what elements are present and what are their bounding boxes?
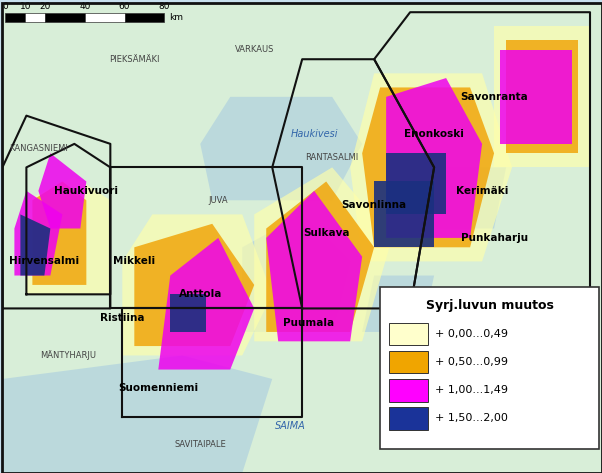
Text: Haukivesi: Haukivesi <box>290 130 338 140</box>
Polygon shape <box>422 167 506 228</box>
Text: Sulkava: Sulkava <box>303 228 349 238</box>
Polygon shape <box>200 97 362 200</box>
Polygon shape <box>500 50 572 144</box>
Text: 80: 80 <box>158 2 170 11</box>
Polygon shape <box>374 182 434 247</box>
Text: Savonlinna: Savonlinna <box>341 200 407 210</box>
Text: Suomenniemi: Suomenniemi <box>118 383 199 394</box>
Text: Kerimäki: Kerimäki <box>456 186 508 196</box>
Text: Anttola: Anttola <box>179 289 222 299</box>
Text: km: km <box>169 13 183 22</box>
Text: Puumala: Puumala <box>282 317 334 327</box>
Bar <box>85 13 125 22</box>
Bar <box>5 13 25 22</box>
Polygon shape <box>170 294 206 332</box>
Polygon shape <box>158 238 254 369</box>
Text: Mikkeli: Mikkeli <box>113 256 155 266</box>
Text: PIEKSÄMÄKI: PIEKSÄMÄKI <box>109 55 160 64</box>
Text: SAVITAIPALE: SAVITAIPALE <box>175 440 226 449</box>
Polygon shape <box>122 214 272 355</box>
Text: JUVA: JUVA <box>208 196 228 205</box>
Text: Ristiina: Ristiina <box>100 313 144 323</box>
Bar <box>389 351 428 373</box>
Bar <box>389 407 428 430</box>
Polygon shape <box>350 73 512 262</box>
Polygon shape <box>14 191 63 275</box>
Polygon shape <box>2 355 272 473</box>
Text: MÄNTYHARJU: MÄNTYHARJU <box>40 350 96 360</box>
Text: 60: 60 <box>119 2 130 11</box>
Polygon shape <box>362 88 494 247</box>
Text: + 1,00...1,49: + 1,00...1,49 <box>435 385 508 395</box>
Polygon shape <box>386 78 482 238</box>
Bar <box>389 379 428 402</box>
Text: 20: 20 <box>40 2 51 11</box>
Text: RANTASALMI: RANTASALMI <box>306 153 359 162</box>
Text: + 0,00...0,49: + 0,00...0,49 <box>435 329 508 339</box>
Bar <box>380 287 599 449</box>
Polygon shape <box>266 191 362 342</box>
Text: 10: 10 <box>19 2 31 11</box>
Polygon shape <box>39 153 86 228</box>
Polygon shape <box>20 214 51 275</box>
Text: KANGASNIEMI: KANGASNIEMI <box>9 144 68 153</box>
Polygon shape <box>506 40 578 153</box>
Polygon shape <box>242 214 350 332</box>
Bar <box>389 323 428 345</box>
Text: 40: 40 <box>79 2 90 11</box>
Polygon shape <box>33 182 86 285</box>
Text: VARKAUS: VARKAUS <box>235 45 274 54</box>
Polygon shape <box>266 182 374 332</box>
Polygon shape <box>494 26 590 167</box>
Polygon shape <box>254 167 392 342</box>
Polygon shape <box>362 275 434 332</box>
Polygon shape <box>386 153 446 214</box>
Text: Hirvensalmi: Hirvensalmi <box>9 256 79 266</box>
Polygon shape <box>2 3 602 473</box>
Text: SAIMA: SAIMA <box>275 421 306 431</box>
Bar <box>125 13 164 22</box>
Bar <box>25 13 45 22</box>
Text: Syrj.luvun muutos: Syrj.luvun muutos <box>426 299 553 312</box>
Bar <box>45 13 85 22</box>
Text: Punkaharju: Punkaharju <box>461 233 527 243</box>
Text: Savonranta: Savonranta <box>460 92 528 102</box>
Text: Enonkoski: Enonkoski <box>404 130 464 140</box>
Text: Haukivuori: Haukivuori <box>54 186 119 196</box>
Text: + 0,50...0,99: + 0,50...0,99 <box>435 357 508 367</box>
Text: + 1,50...2,00: + 1,50...2,00 <box>435 413 508 423</box>
Polygon shape <box>26 177 110 294</box>
Text: 0: 0 <box>2 2 8 11</box>
Polygon shape <box>134 224 254 346</box>
